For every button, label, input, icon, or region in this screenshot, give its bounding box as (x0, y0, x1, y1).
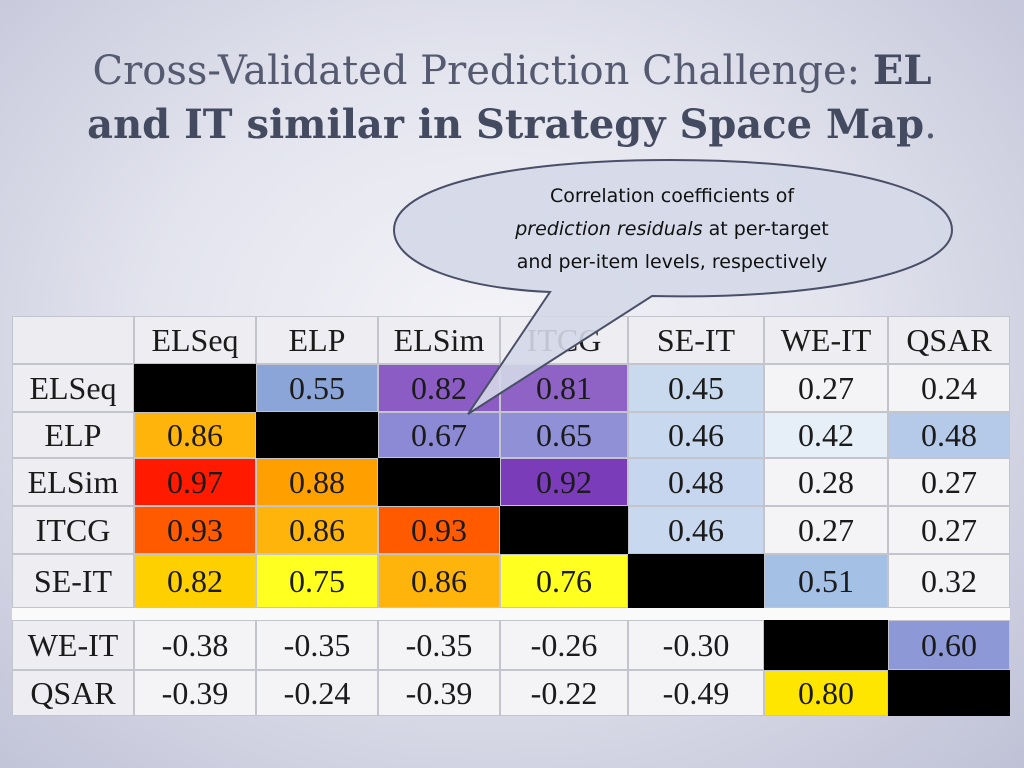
row-header: ELSim (12, 458, 134, 506)
column-header: QSAR (888, 316, 1010, 364)
correlation-cell: -0.39 (378, 670, 500, 716)
correlation-cell: 0.82 (378, 364, 500, 412)
callout-line-3: and per-item levels, respectively (516, 251, 828, 273)
correlation-cell: 0.82 (134, 554, 256, 608)
row-header: ELSeq (12, 364, 134, 412)
correlation-cell: 0.67 (378, 412, 500, 458)
title-bold-el: EL (872, 47, 932, 94)
correlation-cell: 0.48 (888, 412, 1010, 458)
correlation-table: ELSeq ELP ELSim ITCG SE-IT WE-IT QSAR ELSeq 0.55… (12, 316, 1010, 716)
correlation-cell: 0.42 (764, 412, 888, 458)
correlation-cell: 0.65 (500, 412, 628, 458)
correlation-cell: 0.48 (628, 458, 764, 506)
correlation-cell: 0.45 (628, 364, 764, 412)
callout-line-2-rest: at per-target (702, 218, 829, 240)
column-header: SE-IT (628, 316, 764, 364)
row-header: ELP (12, 412, 134, 458)
correlation-cell: 0.92 (500, 458, 628, 506)
diagonal-cell (500, 506, 628, 554)
correlation-cell: -0.39 (134, 670, 256, 716)
correlation-cell: 0.46 (628, 506, 764, 554)
correlation-cell: -0.49 (628, 670, 764, 716)
correlation-cell: -0.35 (378, 620, 500, 670)
correlation-cell: 0.27 (764, 364, 888, 412)
correlation-cell: 0.28 (764, 458, 888, 506)
correlation-cell: -0.30 (628, 620, 764, 670)
title-bold-rest: and IT similar in Strategy Space Map (87, 101, 925, 148)
correlation-cell: 0.86 (134, 412, 256, 458)
callout-text: Correlation coefficients of prediction r… (452, 180, 892, 279)
correlation-cell: 0.60 (888, 620, 1010, 670)
column-header: ITCG (500, 316, 628, 364)
correlation-cell: 0.88 (256, 458, 378, 506)
row-header: WE-IT (12, 620, 134, 670)
diagonal-cell (628, 554, 764, 608)
correlation-cell: 0.80 (764, 670, 888, 716)
correlation-cell: 0.55 (256, 364, 378, 412)
correlation-cell: 0.86 (256, 506, 378, 554)
correlation-cell: 0.97 (134, 458, 256, 506)
diagonal-cell (134, 364, 256, 412)
correlation-cell: 0.24 (888, 364, 1010, 412)
callout-italic: prediction residuals (515, 218, 703, 240)
correlation-cell: -0.35 (256, 620, 378, 670)
correlation-cell: 0.32 (888, 554, 1010, 608)
correlation-cell: 0.81 (500, 364, 628, 412)
column-header: WE-IT (764, 316, 888, 364)
correlation-cell: -0.22 (500, 670, 628, 716)
diagonal-cell (888, 670, 1010, 716)
column-header: ELSim (378, 316, 500, 364)
correlation-cell: 0.46 (628, 412, 764, 458)
correlation-cell: -0.38 (134, 620, 256, 670)
correlation-cell: 0.27 (888, 506, 1010, 554)
row-header: SE-IT (12, 554, 134, 608)
correlation-cell: 0.86 (378, 554, 500, 608)
title-period: . (924, 102, 937, 148)
corner-cell (12, 316, 134, 364)
correlation-cell: 0.51 (764, 554, 888, 608)
correlation-cell: -0.24 (256, 670, 378, 716)
correlation-cell: 0.93 (378, 506, 500, 554)
column-header: ELSeq (134, 316, 256, 364)
row-header: QSAR (12, 670, 134, 716)
correlation-cell: 0.76 (500, 554, 628, 608)
correlation-cell: 0.75 (256, 554, 378, 608)
correlation-cell: 0.27 (888, 458, 1010, 506)
correlation-cell: -0.26 (500, 620, 628, 670)
slide-title: Cross-Validated Prediction Challenge: EL… (20, 44, 1004, 152)
callout-line-2: prediction residuals at per-target (452, 213, 892, 246)
diagonal-cell (764, 620, 888, 670)
callout-line-1: Correlation coefficients of (549, 185, 795, 207)
correlation-cell: 0.27 (764, 506, 888, 554)
title-regular: Cross-Validated Prediction Challenge: (92, 48, 873, 94)
row-header: ITCG (12, 506, 134, 554)
diagonal-cell (256, 412, 378, 458)
diagonal-cell (378, 458, 500, 506)
correlation-cell: 0.93 (134, 506, 256, 554)
column-header: ELP (256, 316, 378, 364)
